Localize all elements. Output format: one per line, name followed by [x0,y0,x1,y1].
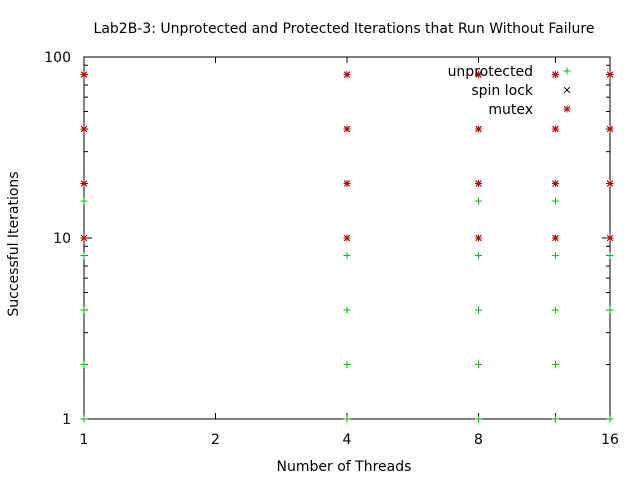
legend-marker [563,86,571,94]
point-mutex [551,71,559,79]
x-tick-label: 2 [211,432,220,448]
y-tick-label: 100 [44,50,71,66]
y-tick-label: 10 [53,231,71,247]
point-mutex [606,234,614,242]
legend-marker [563,67,571,75]
point-unprotected [475,252,482,260]
y-tick-label: 1 [62,412,71,428]
point-unprotected [343,361,351,369]
y-axis-label: Successful Iterations [6,171,22,316]
point-mutex [80,71,88,79]
legend-label: spin lock [471,83,534,99]
x-tick-label: 8 [474,432,483,448]
point-unprotected [606,306,614,314]
legend-label: mutex [488,102,533,118]
point-mutex [343,71,351,79]
point-unprotected [475,197,482,205]
x-tick-label: 1 [80,432,89,448]
point-mutex [606,180,614,188]
point-mutex [551,234,559,242]
point-mutex [475,71,482,79]
point-mutex [343,180,351,188]
point-unprotected [80,415,88,423]
point-mutex [475,180,482,188]
point-unprotected [343,252,351,260]
point-unprotected [551,415,559,423]
point-mutex [343,125,351,133]
point-unprotected [475,361,482,369]
x-tick-label: 4 [343,432,352,448]
chart-title: Lab2B-3: Unprotected and Protected Itera… [94,21,595,37]
point-mutex [606,125,614,133]
legend: unprotected spin lock mutex [448,64,571,118]
point-mutex [606,71,614,79]
point-mutex [551,180,559,188]
point-mutex [80,180,88,188]
legend-label: unprotected [448,64,533,80]
point-unprotected [80,197,88,205]
series-spin-lock [80,71,614,242]
point-unprotected [551,306,559,314]
series-unprotected [80,197,614,423]
point-unprotected [606,415,614,423]
point-unprotected [606,252,614,260]
point-unprotected [551,197,559,205]
point-unprotected [343,306,351,314]
series-mutex [80,71,614,242]
point-mutex [80,125,88,133]
point-unprotected [80,252,88,260]
point-mutex [475,234,482,242]
point-unprotected [80,361,88,369]
point-unprotected [343,415,351,423]
point-unprotected [551,361,559,369]
point-mutex [80,234,88,242]
point-unprotected [551,252,559,260]
x-axis-label: Number of Threads [277,459,412,475]
x-tick-label: 16 [601,432,619,448]
legend-marker [563,105,571,113]
point-mutex [475,125,482,133]
point-mutex [551,125,559,133]
point-unprotected [80,306,88,314]
point-unprotected [475,415,482,423]
point-unprotected [475,306,482,314]
point-mutex [343,234,351,242]
data-points [80,71,614,423]
